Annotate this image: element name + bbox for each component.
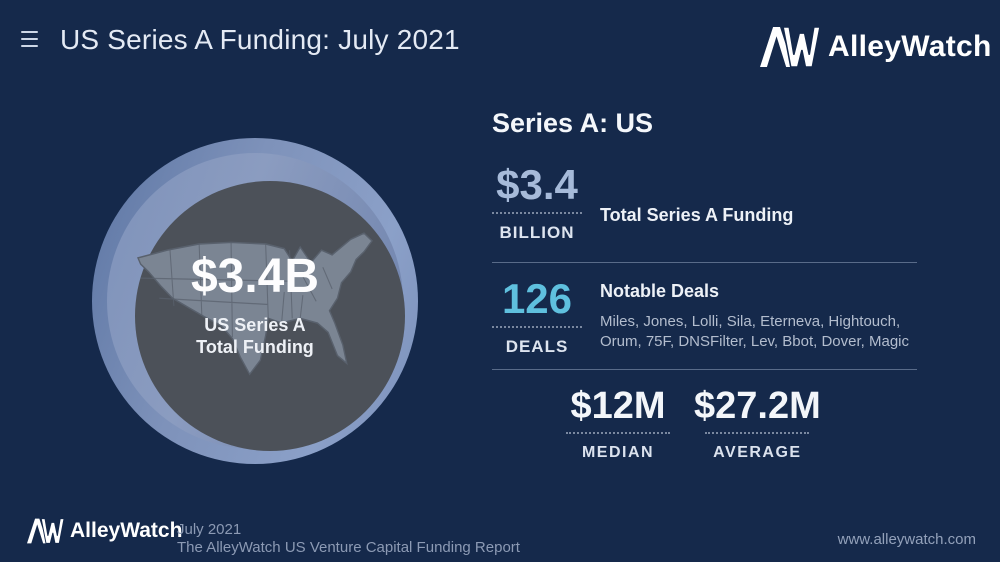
average-value: $27.2M <box>694 385 821 427</box>
average-label: AVERAGE <box>713 444 802 461</box>
us-map-icon <box>137 232 373 376</box>
map-total-funding-label: US Series A Total Funding <box>92 314 418 358</box>
stat-block-deals: 126 DEALS <box>492 277 582 357</box>
bottom-stats: $12M MEDIAN $27.2M AVERAGE <box>566 386 821 462</box>
notable-deals-list: Miles, Jones, Lolli, Sila, Eterneva, Hig… <box>600 312 920 352</box>
dotted-rule <box>492 326 582 328</box>
footer-date: July 2021 <box>177 521 242 538</box>
median-label: MEDIAN <box>581 444 655 461</box>
footer-website: www.alleywatch.com <box>837 531 976 548</box>
stat-label-billion: BILLION <box>499 223 575 242</box>
stat-block-billion: $3.4 BILLION <box>492 163 582 243</box>
divider <box>492 369 917 370</box>
stat-label-deals: DEALS <box>505 337 569 356</box>
desc-title-total-funding: Total Series A Funding <box>600 205 794 225</box>
hamburger-menu-icon[interactable] <box>21 31 38 48</box>
alleywatch-logo-header: AlleyWatch <box>760 21 992 73</box>
footer-report-title: The AlleyWatch US Venture Capital Fundin… <box>177 539 520 556</box>
notable-deals-line2: Orum, 75F, DNSFilter, Lev, Bbot, Dover, … <box>600 333 909 350</box>
dotted-rule <box>566 432 670 434</box>
median-value: $12M <box>570 385 666 427</box>
stat-value-total-funding: $3.4 <box>496 161 578 208</box>
alleywatch-logo-text: AlleyWatch <box>828 30 992 63</box>
median-stat: $12M MEDIAN <box>566 386 670 462</box>
map-label-line2: Total Funding <box>196 337 314 357</box>
average-stat: $27.2M AVERAGE <box>694 386 821 462</box>
stat-value-deals: 126 <box>501 275 573 322</box>
alleywatch-logo-footer: AlleyWatch <box>27 515 182 547</box>
panel-heading: Series A: US <box>492 108 654 138</box>
alleywatch-logo-text: AlleyWatch <box>70 519 183 542</box>
alleywatch-monogram-icon <box>27 518 64 544</box>
stat-description-deals: Notable Deals Miles, Jones, Lolli, Sila,… <box>600 281 920 352</box>
hamburger-bar <box>21 31 38 33</box>
divider <box>492 262 917 263</box>
dotted-rule <box>705 432 810 434</box>
notable-deals-line1: Miles, Jones, Lolli, Sila, Eterneva, Hig… <box>600 313 901 330</box>
map-label-line1: US Series A <box>204 315 306 335</box>
dotted-rule <box>492 212 582 214</box>
footer-meta: July 2021 The AlleyWatch US Venture Capi… <box>177 521 520 556</box>
hamburger-bar <box>21 45 38 47</box>
desc-title-notable-deals: Notable Deals <box>600 281 720 301</box>
hamburger-bar <box>21 38 38 40</box>
page-title: US Series A Funding: July 2021 <box>60 24 460 55</box>
alleywatch-monogram-icon <box>760 26 820 68</box>
map-total-funding-value: $3.4B <box>190 250 320 303</box>
stat-description-total-funding: Total Series A Funding <box>600 205 920 226</box>
